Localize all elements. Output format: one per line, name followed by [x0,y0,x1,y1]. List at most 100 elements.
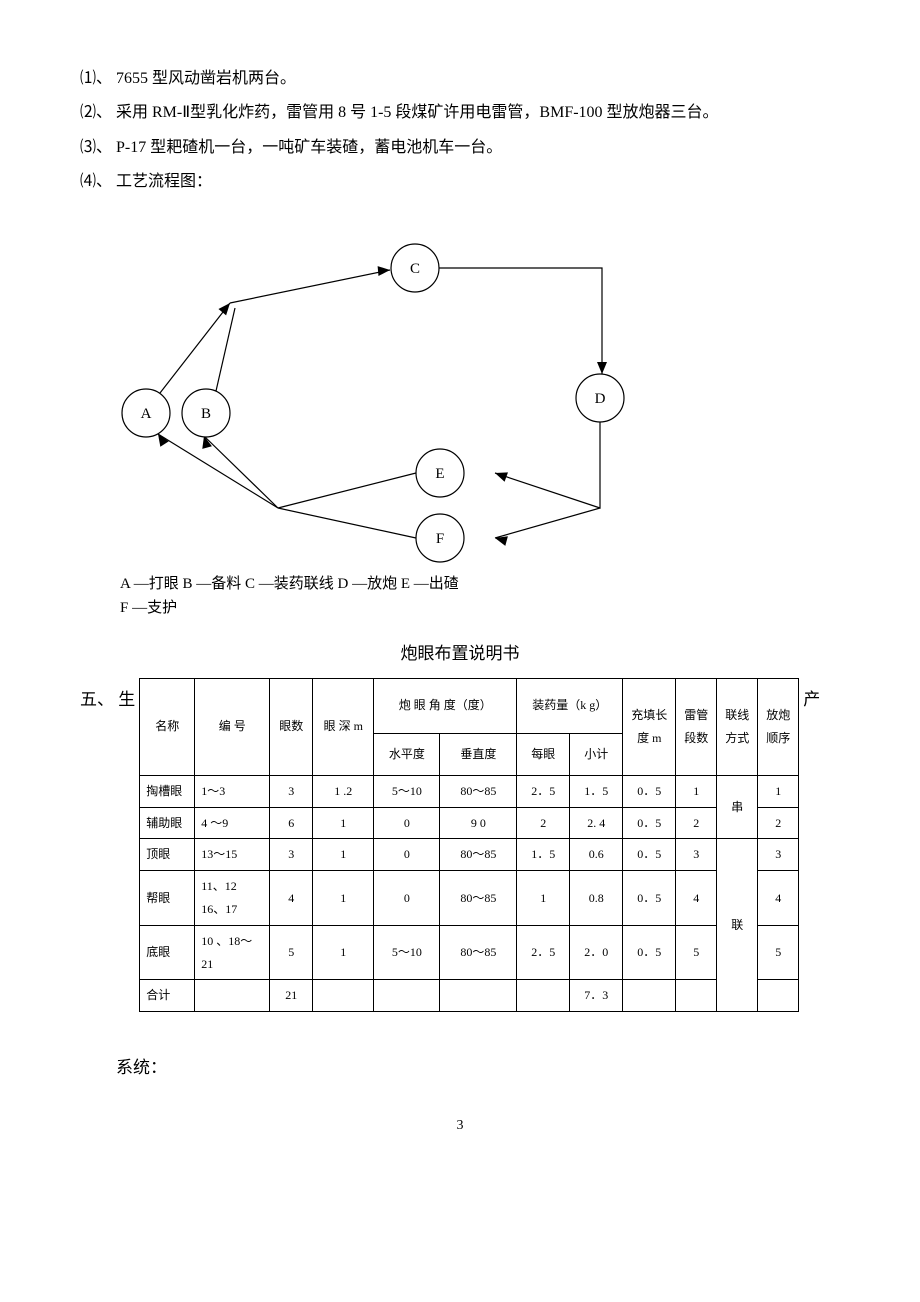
table-cell: 80～85 [440,775,517,807]
table-cell [517,980,570,1012]
table-title: 炮眼布置说明书 [80,638,840,670]
th-charge: 装药量（k g） [517,678,623,733]
table-cell: 2. 4 [570,807,623,839]
table-cell: 4 [676,871,717,926]
svg-text:C: C [410,261,420,277]
th-angle: 炮 眼 角 度（度） [374,678,517,733]
table-cell: 0.8 [570,871,623,926]
table-row: 辅助眼4 ～96109 022. 40．522 [140,807,799,839]
table-cell: 0.6 [570,839,623,871]
table-cell [195,980,270,1012]
table-cell: 2 [517,807,570,839]
section-label-right: 产 [803,678,820,716]
table-cell: 4 [270,871,313,926]
table-cell: 1 [313,871,374,926]
table-cell: 1 [313,807,374,839]
th-charge-each: 每眼 [517,733,570,775]
table-cell: 80～85 [440,925,517,980]
flowchart-diagram: A B C D E F [80,208,840,568]
table-cell: 合计 [140,980,195,1012]
table-cell [676,980,717,1012]
table-cell: 联 [717,839,758,1012]
table-cell: 2 [758,807,799,839]
svg-text:F: F [436,531,444,547]
th-det-seg: 雷管段数 [676,678,717,775]
section-label-left: 五、 生 [80,678,135,716]
table-cell: 7．3 [570,980,623,1012]
table-cell: 2．0 [570,925,623,980]
table-body: 掏槽眼1～331 .25～1080～852．51．50．51串1辅助眼4 ～96… [140,775,799,1011]
th-eye-count: 眼数 [270,678,313,775]
th-charge-sub: 小计 [570,733,623,775]
svg-text:A: A [141,406,152,422]
table-cell: 掏槽眼 [140,775,195,807]
table-cell: 5 [270,925,313,980]
table-cell: 1．5 [517,839,570,871]
svg-text:D: D [595,391,606,407]
table-row: 合计217．3 [140,980,799,1012]
table-wrapper: 五、 生 名称 编 号 眼数 眼 深 m 炮 眼 角 度（度） 装药量（k g）… [80,678,840,1012]
table-cell: 1 [313,839,374,871]
table-cell [440,980,517,1012]
svg-text:E: E [435,466,444,482]
table-cell: 0 [374,807,440,839]
table-cell: 80～85 [440,871,517,926]
table-cell: 辅助眼 [140,807,195,839]
table-cell: 0．5 [623,925,676,980]
table-cell [623,980,676,1012]
table-cell [758,980,799,1012]
table-cell: 2．5 [517,925,570,980]
table-cell: 4 ～9 [195,807,270,839]
table-cell: 5～10 [374,925,440,980]
th-conn: 联线方式 [717,678,758,775]
table-cell: 1 [517,871,570,926]
svg-text:B: B [201,406,211,422]
list-item-2: ⑵、 采用 RM-Ⅱ型乳化炸药，雷管用 8 号 1-5 段煤矿许用电雷管，BMF… [80,98,840,128]
table-cell: 80～85 [440,839,517,871]
page-number: 3 [80,1113,840,1140]
table-cell: 帮眼 [140,871,195,926]
blast-hole-table: 名称 编 号 眼数 眼 深 m 炮 眼 角 度（度） 装药量（k g） 充填长度… [139,678,799,1012]
table-cell: 6 [270,807,313,839]
table-cell: 5～10 [374,775,440,807]
table-cell: 3 [270,839,313,871]
th-fill-len: 充填长度 m [623,678,676,775]
th-name: 名称 [140,678,195,775]
th-angle-v: 垂直度 [440,733,517,775]
table-cell: 13～15 [195,839,270,871]
table-cell: 0 [374,839,440,871]
table-cell: 底眼 [140,925,195,980]
table-row: 掏槽眼1～331 .25～1080～852．51．50．51串1 [140,775,799,807]
table-cell: 0．5 [623,871,676,926]
legend-line-2: F —支护 [120,596,840,620]
th-order: 放炮顺序 [758,678,799,775]
table-row: 底眼10 、18～21515～1080～852．52．00．555 [140,925,799,980]
table-cell: 5 [758,925,799,980]
th-depth: 眼 深 m [313,678,374,775]
table-cell: 0 [374,871,440,926]
table-cell: 11、12 16、17 [195,871,270,926]
flowchart-legend: A —打眼 B —备料 C —装药联线 D —放炮 E —出碴 F —支护 [120,572,840,620]
table-cell: 1 [313,925,374,980]
table-cell: 0．5 [623,839,676,871]
footer-text: 系统： [80,1052,840,1084]
table-cell [374,980,440,1012]
table-cell: 5 [676,925,717,980]
table-cell: 串 [717,775,758,839]
table-cell: 10 、18～21 [195,925,270,980]
table-cell: 顶眼 [140,839,195,871]
th-angle-h: 水平度 [374,733,440,775]
table-cell: 3 [676,839,717,871]
table-cell: 3 [270,775,313,807]
table-row: 顶眼13～1531080～851．50.60．53联3 [140,839,799,871]
table-cell: 1 [676,775,717,807]
table-cell: 1 [758,775,799,807]
legend-line-1: A —打眼 B —备料 C —装药联线 D —放炮 E —出碴 [120,572,840,596]
table-cell: 0．5 [623,807,676,839]
table-cell: 9 0 [440,807,517,839]
table-cell: 1～3 [195,775,270,807]
list-item-4: ⑷、 工艺流程图： [80,167,840,197]
table-cell: 1．5 [570,775,623,807]
table-row: 帮眼11、12 16、1741080～8510.80．544 [140,871,799,926]
th-number: 编 号 [195,678,270,775]
